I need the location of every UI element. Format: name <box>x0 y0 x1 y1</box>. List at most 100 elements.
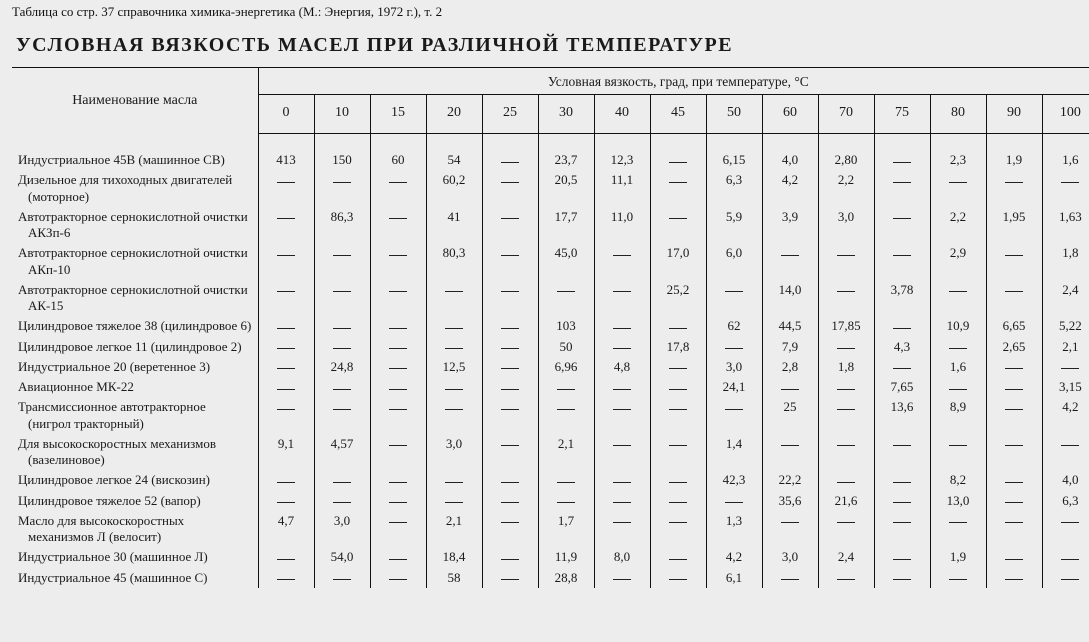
dash-icon <box>333 182 351 183</box>
viscosity-cell: 25,2 <box>650 280 706 317</box>
viscosity-cell: 8,0 <box>594 547 650 567</box>
dash-icon <box>557 409 575 410</box>
dash-icon <box>557 482 575 483</box>
viscosity-cell <box>986 170 1042 207</box>
dash-icon <box>389 328 407 329</box>
viscosity-cell <box>538 397 594 434</box>
viscosity-cell <box>594 337 650 357</box>
viscosity-cell <box>482 280 538 317</box>
viscosity-cell: 3,78 <box>874 280 930 317</box>
viscosity-cell <box>986 357 1042 377</box>
viscosity-cell: 44,5 <box>762 316 818 336</box>
dash-icon <box>389 368 407 369</box>
viscosity-cell <box>314 397 370 434</box>
viscosity-cell: 5,22 <box>1042 316 1089 336</box>
viscosity-cell <box>986 434 1042 471</box>
viscosity-cell <box>370 547 426 567</box>
dash-icon <box>333 291 351 292</box>
dash-icon <box>501 522 519 523</box>
dash-icon <box>893 502 911 503</box>
dash-icon <box>501 348 519 349</box>
table-body: Индустриальное 45В (машин­ное СВ)4131506… <box>12 134 1089 588</box>
dash-icon <box>893 255 911 256</box>
dash-icon <box>557 291 575 292</box>
dash-icon <box>277 182 295 183</box>
viscosity-cell: 2,4 <box>1042 280 1089 317</box>
oil-name: Для высокоскоростных механиз­мов (вазели… <box>12 434 258 471</box>
dash-icon <box>501 291 519 292</box>
dash-icon <box>837 255 855 256</box>
viscosity-cell <box>482 243 538 280</box>
viscosity-cell <box>370 337 426 357</box>
dash-icon <box>445 348 463 349</box>
viscosity-cell: 4,57 <box>314 434 370 471</box>
viscosity-cell: 1,4 <box>706 434 762 471</box>
viscosity-cell <box>594 491 650 511</box>
viscosity-cell <box>874 207 930 244</box>
dash-icon <box>445 482 463 483</box>
viscosity-cell <box>650 470 706 490</box>
table-row: Дизельное для тихоходных дви­гателей (мо… <box>12 170 1089 207</box>
viscosity-cell: 58 <box>426 568 482 588</box>
viscosity-cell: 4,3 <box>874 337 930 357</box>
viscosity-cell <box>762 568 818 588</box>
header-temp: 45 <box>650 95 706 134</box>
viscosity-cell <box>482 547 538 567</box>
viscosity-cell <box>314 568 370 588</box>
table-row: Цилиндровое тяжелое 52 (ва­пор)35,621,61… <box>12 491 1089 511</box>
viscosity-cell: 3,9 <box>762 207 818 244</box>
dash-icon <box>893 368 911 369</box>
viscosity-cell <box>370 357 426 377</box>
dash-icon <box>669 579 687 580</box>
dash-icon <box>1061 445 1079 446</box>
viscosity-cell <box>314 377 370 397</box>
viscosity-cell <box>314 316 370 336</box>
dash-icon <box>1005 389 1023 390</box>
viscosity-cell: 2,2 <box>818 170 874 207</box>
viscosity-cell <box>370 280 426 317</box>
table-row: Для высокоскоростных механиз­мов (вазели… <box>12 434 1089 471</box>
viscosity-cell: 1,3 <box>706 511 762 548</box>
dash-icon <box>669 445 687 446</box>
dash-icon <box>501 445 519 446</box>
viscosity-cell <box>314 470 370 490</box>
viscosity-cell: 17,8 <box>650 337 706 357</box>
viscosity-cell <box>650 434 706 471</box>
viscosity-cell: 2,4 <box>818 547 874 567</box>
viscosity-cell <box>930 337 986 357</box>
oil-name: Автотракторное сернокислотной очистки АК… <box>12 207 258 244</box>
viscosity-cell: 2,3 <box>930 134 986 171</box>
viscosity-cell <box>874 243 930 280</box>
table-row: Индустриальное 45 (машин­ное С)5828,86,1 <box>12 568 1089 588</box>
dash-icon <box>277 389 295 390</box>
viscosity-cell <box>370 377 426 397</box>
dash-icon <box>669 482 687 483</box>
dash-icon <box>389 255 407 256</box>
viscosity-cell <box>818 243 874 280</box>
dash-icon <box>501 328 519 329</box>
header-temp: 70 <box>818 95 874 134</box>
viscosity-cell <box>482 377 538 397</box>
dash-icon <box>1005 522 1023 523</box>
header-temp: 15 <box>370 95 426 134</box>
viscosity-cell: 20,5 <box>538 170 594 207</box>
viscosity-cell <box>706 337 762 357</box>
header-temp: 40 <box>594 95 650 134</box>
dash-icon <box>501 559 519 560</box>
viscosity-cell: 17,7 <box>538 207 594 244</box>
viscosity-cell <box>482 568 538 588</box>
viscosity-cell: 13,6 <box>874 397 930 434</box>
viscosity-cell: 1,7 <box>538 511 594 548</box>
header-temp: 10 <box>314 95 370 134</box>
viscosity-cell <box>482 470 538 490</box>
header-temp: 80 <box>930 95 986 134</box>
viscosity-cell <box>426 397 482 434</box>
dash-icon <box>501 255 519 256</box>
viscosity-cell: 1,95 <box>986 207 1042 244</box>
header-temp: 50 <box>706 95 762 134</box>
table-row: Индустриальное 20 (веретен­ное 3)24,812,… <box>12 357 1089 377</box>
viscosity-cell <box>482 397 538 434</box>
viscosity-cell <box>706 280 762 317</box>
viscosity-cell <box>370 170 426 207</box>
viscosity-cell: 21,6 <box>818 491 874 511</box>
